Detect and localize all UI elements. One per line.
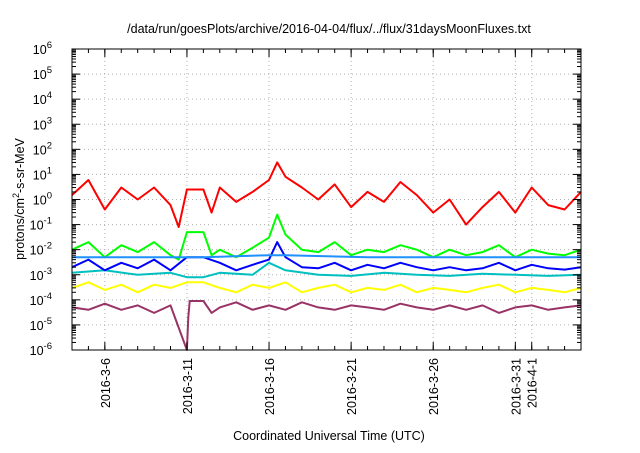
grid-lines bbox=[72, 49, 581, 350]
plot-series bbox=[71, 161, 582, 351]
x-axis-label: Coordinated Universal Time (UTC) bbox=[233, 429, 425, 443]
x-axis: 2016-3-6 2016-3-11 2016-3-16 2016-3-21 2016-… bbox=[71, 49, 582, 415]
x-tick-label: 2016-4-1 bbox=[526, 358, 540, 408]
chart-title: /data/run/goesPlots/archive/2016-04-04/f… bbox=[127, 22, 531, 36]
series-line-4 bbox=[71, 241, 582, 272]
y-tick-label: 101 bbox=[33, 165, 52, 182]
y-tick-label: 102 bbox=[33, 140, 52, 157]
y-tick-label: 100 bbox=[33, 191, 52, 208]
y-axis-label: protons/cm2-s-sr-MeV bbox=[11, 137, 27, 259]
y-axis-label-main: protons/cm bbox=[13, 198, 27, 260]
y-tick-label: 103 bbox=[33, 115, 52, 132]
x-tick-label: 2016-3-21 bbox=[345, 358, 359, 415]
y-axis-label-superscript: 2 bbox=[11, 193, 21, 198]
y-tick-label: 10-6 bbox=[30, 341, 52, 358]
y-tick-label: 10-2 bbox=[30, 241, 52, 258]
y-tick-label: 10-1 bbox=[30, 216, 52, 233]
series-line-6 bbox=[71, 281, 582, 294]
x-tick-label: 2016-3-11 bbox=[181, 358, 195, 414]
y-tick-label: 10-3 bbox=[30, 266, 52, 283]
y-tick-label: 105 bbox=[33, 65, 52, 82]
series-line-3 bbox=[71, 261, 582, 279]
x-tick-label: 2016-3-6 bbox=[99, 358, 113, 408]
series-line-7 bbox=[71, 300, 582, 351]
y-tick-label: 106 bbox=[33, 40, 52, 57]
series-line-2 bbox=[71, 213, 582, 261]
y-tick-label: 10-5 bbox=[30, 316, 52, 333]
series-line-1 bbox=[71, 161, 582, 228]
y-tick-label: 10-4 bbox=[30, 291, 52, 308]
y-axis: 10-6 10-5 10-4 10-3 10-2 10-1 100 101 102 103 104 1… bbox=[30, 40, 581, 358]
x-tick-label: 2016-3-26 bbox=[427, 358, 441, 415]
y-axis-label-unit: -s-sr-MeV bbox=[13, 137, 27, 193]
y-tick-label: 104 bbox=[33, 90, 52, 107]
series-line-5 bbox=[72, 254, 581, 259]
x-tick-label: 2016-3-16 bbox=[263, 358, 277, 415]
x-tick-label: 2016-3-31 bbox=[509, 358, 523, 415]
